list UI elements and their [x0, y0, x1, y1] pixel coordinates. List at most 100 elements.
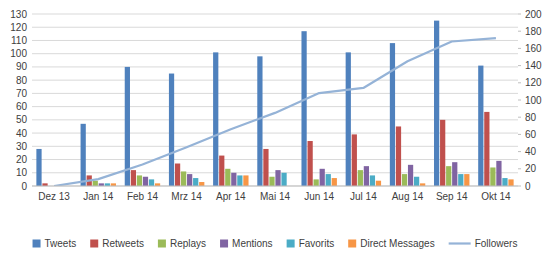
x-tick-label: Okt 14 [481, 191, 511, 202]
grid-line [32, 80, 518, 81]
bar [81, 124, 86, 186]
grid-line [32, 40, 518, 41]
bar [275, 170, 280, 186]
x-tick-label: Dez 13 [38, 191, 70, 202]
line [54, 38, 496, 186]
legend-swatch [158, 240, 166, 248]
y-tick-label: 90 [16, 61, 28, 72]
bar [352, 134, 357, 186]
legend-label: Tweets [45, 238, 77, 249]
bar [464, 174, 469, 186]
bar [458, 174, 463, 186]
x-tick-label: Aug 14 [392, 191, 424, 202]
y2-tick [518, 31, 521, 32]
bar [187, 174, 192, 186]
bar [181, 171, 186, 186]
grid-line [32, 66, 518, 67]
bar [169, 74, 174, 186]
y2-tick-label: 200 [525, 9, 542, 20]
bar [308, 141, 313, 186]
y2-tick [518, 151, 521, 152]
bar [332, 178, 337, 186]
y2-tick [518, 100, 521, 101]
y-tick-label: 60 [16, 101, 28, 112]
x-tick-label: Jan 14 [83, 191, 113, 202]
legend-label: Direct Messages [360, 238, 434, 249]
legend-label: Followers [475, 238, 518, 249]
bar [358, 170, 363, 186]
y-tick-label: 10 [16, 167, 28, 178]
bar [414, 177, 419, 186]
y2-tick [518, 117, 521, 118]
bar [502, 178, 507, 186]
legend-swatch [449, 242, 471, 244]
bar [490, 167, 495, 186]
y2-tick-label: 40 [525, 146, 537, 157]
bar [440, 120, 445, 186]
bar [131, 170, 136, 186]
y-tick-label: 100 [10, 48, 27, 59]
y-tick-label: 0 [21, 181, 27, 192]
bar [93, 181, 98, 186]
bar [452, 162, 457, 186]
x-tick-label: Jul 14 [350, 191, 377, 202]
plot-area [36, 21, 513, 186]
y2-tick [518, 168, 521, 169]
y2-tick [518, 82, 521, 83]
bar [390, 43, 395, 186]
grid-line [32, 93, 518, 94]
y2-tick-label: 140 [525, 60, 542, 71]
legend-swatch [348, 240, 356, 248]
bar [243, 175, 248, 186]
legend-label: Favorits [299, 238, 335, 249]
x-tick-label: Mai 14 [260, 191, 290, 202]
bar [434, 21, 439, 186]
legend-label: Retweets [102, 238, 144, 249]
y-tick-label: 130 [10, 9, 27, 20]
legend-label: Mentions [232, 238, 273, 249]
bar [396, 126, 401, 186]
bar [484, 112, 489, 186]
bar [213, 52, 218, 186]
bar [376, 181, 381, 186]
bar [364, 166, 369, 186]
background [0, 0, 550, 263]
legend-swatch [90, 240, 98, 248]
grid-line [32, 106, 518, 107]
y2-tick [518, 65, 521, 66]
bar [237, 175, 242, 186]
bar [263, 149, 268, 186]
bar [301, 31, 306, 186]
bar [269, 177, 274, 186]
bar [346, 52, 351, 186]
bar [193, 178, 198, 186]
bar [320, 169, 325, 186]
y2-tick [518, 48, 521, 49]
grid-line [32, 27, 518, 28]
y2-tick-label: 120 [525, 77, 542, 88]
bar [508, 179, 513, 186]
bar [402, 174, 407, 186]
x-axis [32, 186, 518, 187]
x-tick-label: Jun 14 [304, 191, 334, 202]
legend-label: Replays [170, 238, 206, 249]
bar [36, 149, 41, 186]
bar [175, 164, 180, 186]
y2-tick-label: 180 [525, 26, 542, 37]
y-tick-label: 120 [10, 22, 27, 33]
bar [370, 175, 375, 186]
y2-tick-label: 20 [525, 163, 537, 174]
legend-swatch [220, 240, 228, 248]
bar [219, 156, 224, 186]
grid-line [32, 14, 518, 15]
bar [149, 179, 154, 186]
bar [446, 166, 451, 186]
x-tick-label: Sep 14 [436, 191, 468, 202]
chart: 0102030405060708090100110120130020406080… [0, 0, 550, 263]
y-tick-label: 110 [11, 35, 27, 46]
legend-swatch [33, 240, 41, 248]
x-tick-label: Feb 14 [127, 191, 159, 202]
y2-tick [518, 14, 521, 15]
bar [281, 173, 286, 186]
y2-tick-label: 160 [525, 43, 542, 54]
